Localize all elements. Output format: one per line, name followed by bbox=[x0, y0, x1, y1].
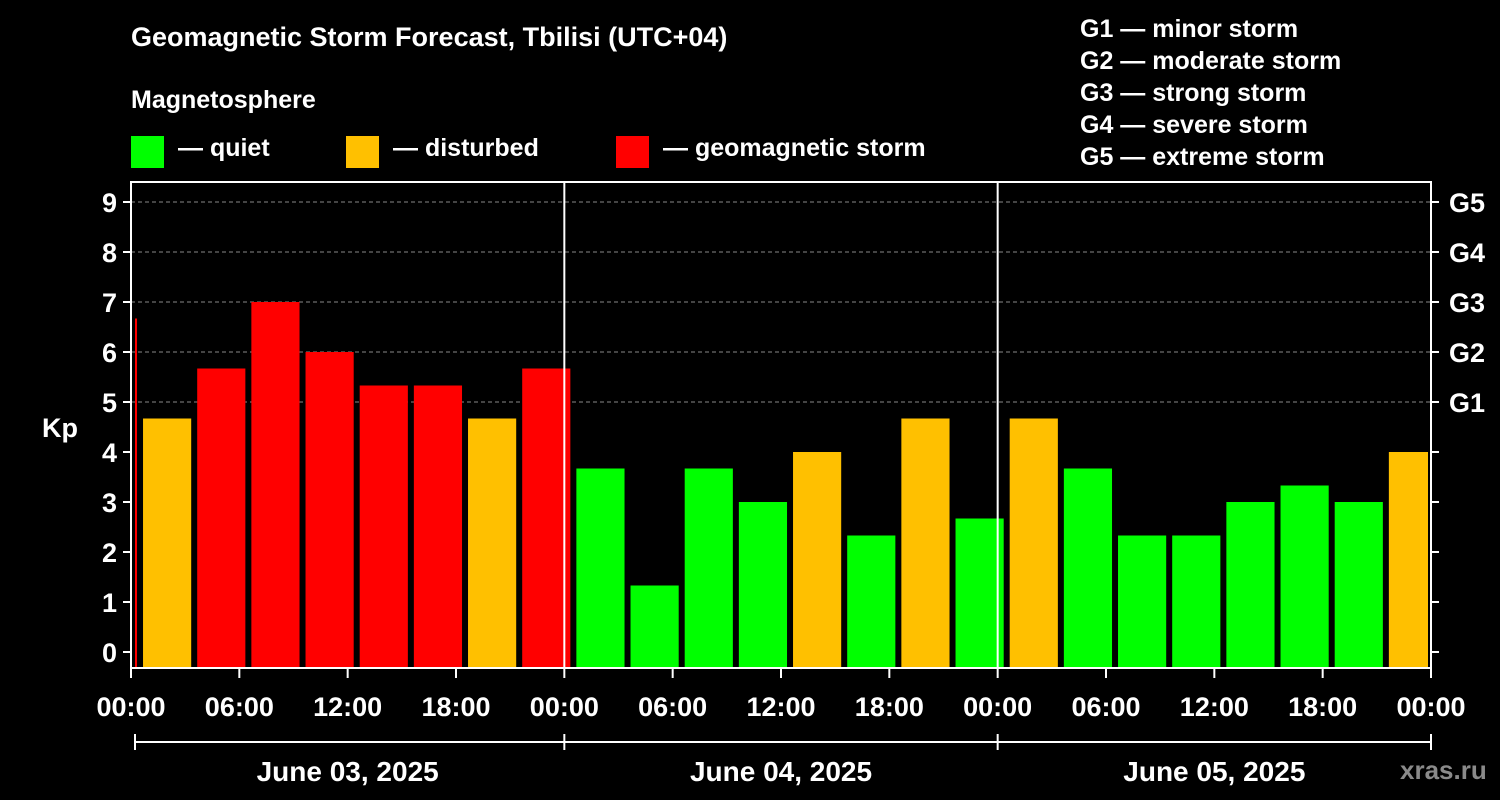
day-label: June 03, 2025 bbox=[257, 756, 439, 787]
legend-item-quiet: — quiet bbox=[131, 134, 331, 168]
bar-storm bbox=[413, 385, 463, 668]
y-tick-label: 9 bbox=[102, 188, 117, 218]
x-tick-label: 18:00 bbox=[1288, 692, 1357, 722]
legend-swatch-disturbed bbox=[346, 136, 379, 168]
g-axis-label: G1 bbox=[1449, 388, 1485, 418]
g-axis-label: G2 bbox=[1449, 338, 1485, 368]
y-axis-label: Kp bbox=[42, 413, 78, 443]
x-tick-label: 00:00 bbox=[96, 692, 165, 722]
bar-quiet bbox=[1118, 535, 1167, 668]
g-scale-g5: G5 — extreme storm bbox=[1080, 143, 1325, 171]
bar-storm bbox=[197, 368, 246, 668]
x-tick-label: 18:00 bbox=[421, 692, 490, 722]
x-tick-label: 00:00 bbox=[530, 692, 599, 722]
bar-quiet bbox=[955, 518, 1004, 668]
day-label: June 05, 2025 bbox=[1123, 756, 1305, 787]
x-tick-label: 12:00 bbox=[313, 692, 382, 722]
y-tick-label: 8 bbox=[102, 238, 117, 268]
legend-swatch-quiet bbox=[131, 136, 164, 168]
bar-quiet bbox=[630, 585, 679, 668]
bar-quiet bbox=[847, 535, 896, 668]
bar-storm bbox=[522, 368, 571, 668]
bar-quiet bbox=[738, 502, 788, 668]
bar-quiet bbox=[576, 468, 625, 668]
legend-label-storm: — geomagnetic storm bbox=[663, 134, 926, 162]
bar-storm bbox=[305, 352, 354, 668]
x-tick-label: 06:00 bbox=[1071, 692, 1140, 722]
bar-disturbed bbox=[1388, 452, 1428, 668]
y-tick-label: 6 bbox=[102, 338, 117, 368]
legend-label-quiet: — quiet bbox=[178, 134, 270, 162]
g-scale-g1: G1 — minor storm bbox=[1080, 15, 1299, 43]
g-axis-label: G4 bbox=[1449, 238, 1485, 268]
watermark: xras.ru bbox=[1400, 755, 1487, 785]
bar-disturbed bbox=[143, 418, 192, 668]
bar-quiet bbox=[1063, 468, 1113, 668]
bar-disturbed bbox=[901, 418, 950, 668]
y-tick-label: 5 bbox=[102, 388, 117, 418]
x-tick-label: 18:00 bbox=[855, 692, 924, 722]
g-axis-label: G5 bbox=[1449, 188, 1485, 218]
y-tick-label: 3 bbox=[102, 488, 117, 518]
x-tick-label: 00:00 bbox=[963, 692, 1032, 722]
bar-quiet bbox=[1226, 502, 1275, 668]
bar-quiet bbox=[1334, 502, 1383, 668]
bar-quiet bbox=[1280, 485, 1329, 668]
bar-disturbed bbox=[468, 418, 517, 668]
g-scale-g3: G3 — strong storm bbox=[1080, 79, 1307, 107]
x-tick-label: 12:00 bbox=[746, 692, 815, 722]
y-tick-label: 2 bbox=[102, 538, 117, 568]
legend-subtitle: Magnetosphere bbox=[131, 86, 316, 114]
y-tick-label: 4 bbox=[102, 438, 117, 468]
y-tick-label: 0 bbox=[102, 638, 117, 668]
bar-quiet bbox=[684, 468, 733, 668]
x-tick-label: 00:00 bbox=[1396, 692, 1465, 722]
g-axis-label: G3 bbox=[1449, 288, 1485, 318]
legend-swatch-storm bbox=[616, 136, 649, 168]
y-tick-label: 1 bbox=[102, 588, 117, 618]
bar-storm bbox=[251, 302, 300, 668]
bar-quiet bbox=[1172, 535, 1221, 668]
legend-item-disturbed: — disturbed bbox=[346, 134, 586, 168]
legend-label-disturbed: — disturbed bbox=[393, 134, 539, 162]
g-scale-g4: G4 — severe storm bbox=[1080, 111, 1308, 139]
bar-disturbed bbox=[793, 452, 842, 668]
g-scale-legend: G1 — minor storm G2 — moderate storm G3 … bbox=[1080, 13, 1341, 173]
x-tick-label: 12:00 bbox=[1180, 692, 1249, 722]
chart-title: Geomagnetic Storm Forecast, Tbilisi (UTC… bbox=[131, 22, 728, 52]
day-label: June 04, 2025 bbox=[690, 756, 872, 787]
x-tick-label: 06:00 bbox=[205, 692, 274, 722]
bar-disturbed bbox=[1009, 418, 1058, 668]
legend-item-storm: — geomagnetic storm bbox=[616, 134, 956, 168]
x-tick-label: 06:00 bbox=[638, 692, 707, 722]
bar-storm bbox=[359, 385, 408, 668]
bar-storm bbox=[135, 318, 138, 668]
y-tick-label: 7 bbox=[102, 288, 117, 318]
g-scale-g2: G2 — moderate storm bbox=[1080, 47, 1342, 75]
